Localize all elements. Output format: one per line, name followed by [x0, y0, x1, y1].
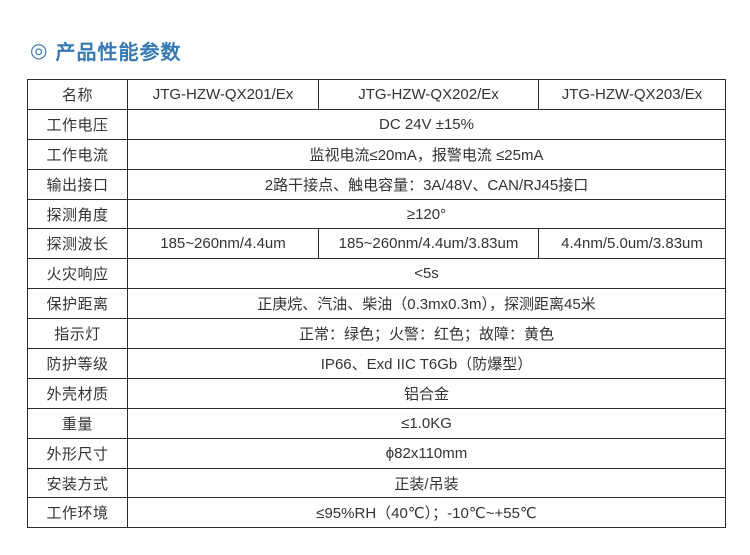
spec-value: 正庚烷、汽油、柴油（0.3mx0.3m），探测距离45米 — [127, 288, 726, 320]
spec-label: 输出接口 — [27, 168, 128, 200]
column-header-model-1: JTG-HZW-QX201/Ex — [127, 79, 319, 110]
spec-value: 185~260nm/4.4um/3.83um — [318, 228, 539, 260]
spec-value: 185~260nm/4.4um — [127, 228, 319, 260]
spec-label: 工作电流 — [27, 138, 128, 170]
table-row: 工作电压 DC 24V ±15% — [27, 108, 726, 140]
table-row: 工作电流 监视电流≤20mA，报警电流 ≤25mA — [27, 138, 726, 170]
spec-label: 工作环境 — [27, 497, 128, 529]
table-row: 安装方式 正装/吊装 — [27, 467, 726, 499]
spec-value: 正常：绿色；火警：红色；故障：黄色 — [127, 318, 726, 350]
table-row: 探测波长 185~260nm/4.4um 185~260nm/4.4um/3.8… — [27, 228, 726, 260]
spec-label: 重量 — [27, 407, 128, 439]
spec-table: 名称 JTG-HZW-QX201/Ex JTG-HZW-QX202/Ex JTG… — [27, 79, 726, 529]
bullseye-icon: ◎ — [30, 39, 49, 62]
spec-value: ≤1.0KG — [127, 407, 726, 439]
spec-label: 指示灯 — [27, 318, 128, 350]
spec-value: 正装/吊装 — [127, 467, 726, 499]
spec-value: 铝合金 — [127, 377, 726, 409]
spec-value: <5s — [127, 258, 726, 290]
spec-value: ≥120° — [127, 198, 726, 230]
spec-value: ϕ82x110mm — [127, 437, 726, 469]
spec-value: IP66、Exd IIC T6Gb（防爆型） — [127, 348, 726, 379]
table-row: 外壳材质 铝合金 — [27, 377, 726, 409]
spec-label: 火灾响应 — [27, 258, 128, 290]
section-title: ◎ 产品性能参数 — [30, 36, 181, 65]
header-label: 名称 — [27, 79, 128, 110]
table-row: 防护等级 IP66、Exd IIC T6Gb（防爆型） — [27, 348, 726, 379]
table-row: 指示灯 正常：绿色；火警：红色；故障：黄色 — [27, 318, 726, 350]
spec-label: 外壳材质 — [27, 377, 128, 409]
spec-value: ≤95%RH（40℃）；-10℃~+55℃ — [127, 497, 726, 529]
spec-value: 4.4nm/5.0um/3.83um — [538, 228, 726, 260]
column-header-model-2: JTG-HZW-QX202/Ex — [318, 79, 539, 110]
table-row: 重量 ≤1.0KG — [27, 407, 726, 439]
spec-label: 安装方式 — [27, 467, 128, 499]
column-header-model-3: JTG-HZW-QX203/Ex — [538, 79, 726, 110]
spec-label: 保护距离 — [27, 288, 128, 320]
spec-label: 探测角度 — [27, 198, 128, 230]
table-row: 保护距离 正庚烷、汽油、柴油（0.3mx0.3m），探测距离45米 — [27, 288, 726, 320]
spec-label: 防护等级 — [27, 348, 128, 379]
spec-label: 外形尺寸 — [27, 437, 128, 469]
spec-value: 2路干接点、触电容量：3A/48V、CAN/RJ45接口 — [127, 168, 726, 200]
spec-value: 监视电流≤20mA，报警电流 ≤25mA — [127, 138, 726, 170]
table-row: 输出接口 2路干接点、触电容量：3A/48V、CAN/RJ45接口 — [27, 168, 726, 200]
table-header-row: 名称 JTG-HZW-QX201/Ex JTG-HZW-QX202/Ex JTG… — [27, 79, 726, 110]
table-row: 工作环境 ≤95%RH（40℃）；-10℃~+55℃ — [27, 497, 726, 529]
section-title-text: 产品性能参数 — [55, 42, 182, 64]
table-row: 外形尺寸 ϕ82x110mm — [27, 437, 726, 469]
table-row: 探测角度 ≥120° — [27, 198, 726, 230]
spec-label: 探测波长 — [27, 228, 128, 260]
table-row: 火灾响应 <5s — [27, 258, 726, 290]
spec-value: DC 24V ±15% — [127, 108, 726, 140]
spec-label: 工作电压 — [27, 108, 128, 140]
